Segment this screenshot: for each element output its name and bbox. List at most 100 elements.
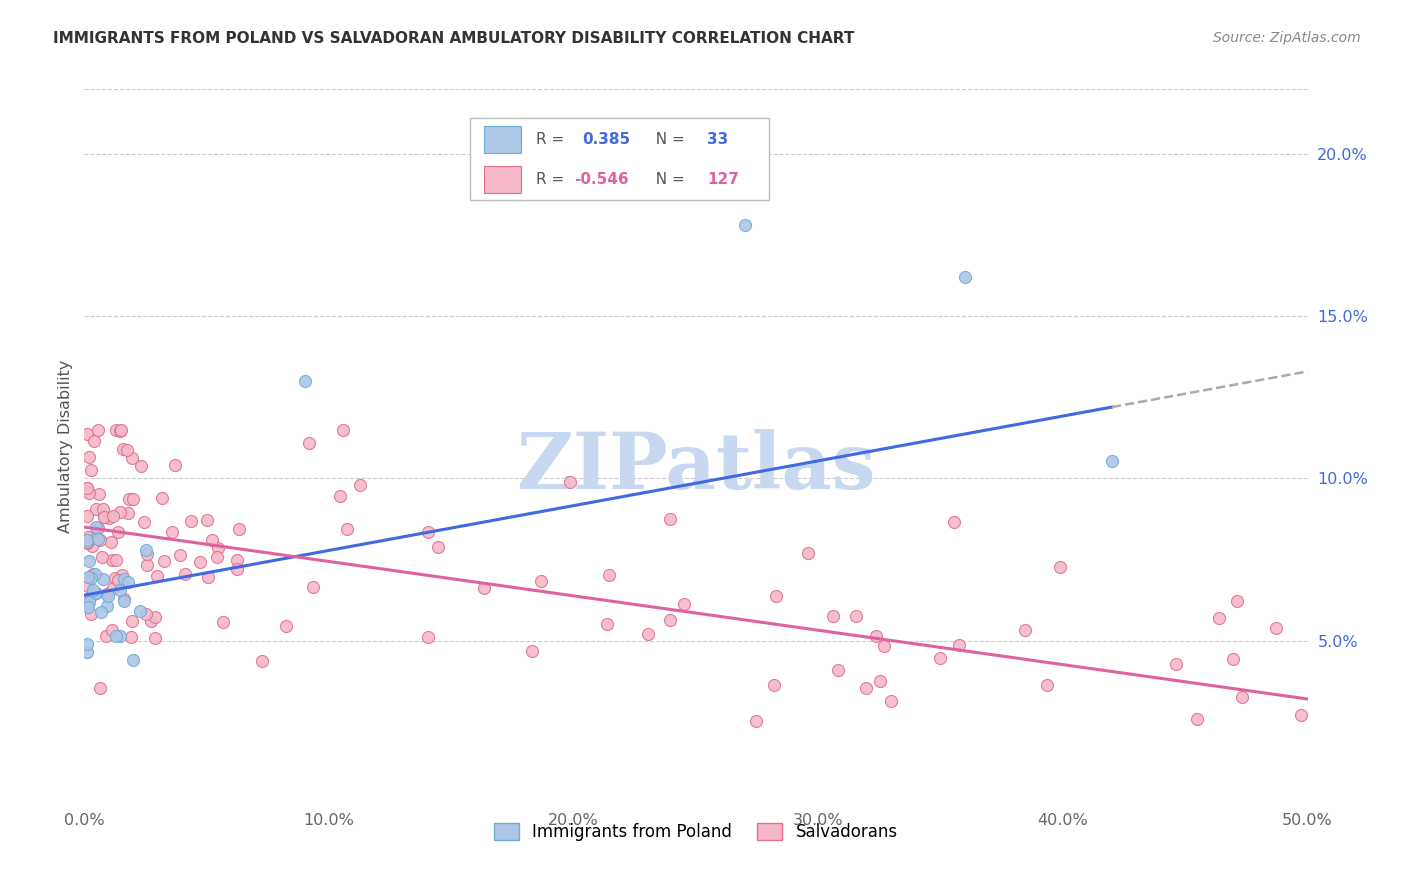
Point bbox=[1101, 453, 1123, 467]
Point bbox=[1014, 623, 1036, 637]
Point bbox=[101, 553, 124, 567]
Point bbox=[110, 423, 132, 437]
Point bbox=[105, 423, 128, 437]
Point bbox=[948, 638, 970, 652]
Point bbox=[197, 570, 219, 584]
Point bbox=[76, 530, 98, 544]
Point bbox=[82, 585, 104, 599]
Point bbox=[86, 502, 108, 516]
Text: IMMIGRANTS FROM POLAND VS SALVADORAN AMBULATORY DISABILITY CORRELATION CHART: IMMIGRANTS FROM POLAND VS SALVADORAN AMB… bbox=[53, 31, 855, 46]
Point bbox=[77, 579, 100, 593]
Point bbox=[129, 603, 152, 617]
Point bbox=[734, 219, 756, 233]
Point bbox=[598, 568, 620, 582]
Point bbox=[180, 514, 202, 528]
Point bbox=[418, 525, 440, 540]
Point bbox=[80, 539, 103, 553]
Point bbox=[141, 614, 163, 628]
Text: R =: R = bbox=[536, 171, 569, 186]
Point bbox=[76, 596, 98, 610]
Point bbox=[101, 623, 124, 637]
Point bbox=[108, 583, 131, 598]
Point bbox=[1226, 594, 1249, 608]
Point bbox=[76, 481, 98, 495]
Text: N =: N = bbox=[645, 171, 689, 186]
Point bbox=[1035, 678, 1057, 692]
Point bbox=[79, 595, 101, 609]
Point bbox=[135, 543, 157, 558]
Point bbox=[143, 632, 166, 646]
Point bbox=[823, 608, 845, 623]
Point bbox=[100, 535, 122, 549]
Point bbox=[97, 590, 120, 604]
Bar bbox=[484, 166, 522, 193]
Point bbox=[93, 509, 115, 524]
Text: Source: ZipAtlas.com: Source: ZipAtlas.com bbox=[1213, 31, 1361, 45]
Point bbox=[169, 548, 191, 562]
Text: 0.385: 0.385 bbox=[582, 132, 630, 147]
Point bbox=[101, 582, 124, 596]
Point bbox=[153, 554, 176, 568]
Text: N =: N = bbox=[645, 132, 689, 147]
Point bbox=[827, 663, 849, 677]
Point bbox=[79, 607, 101, 622]
Point bbox=[855, 681, 877, 695]
Point bbox=[80, 463, 103, 477]
Point bbox=[110, 505, 132, 519]
Point bbox=[84, 531, 107, 545]
Point bbox=[135, 607, 157, 621]
Point bbox=[76, 536, 98, 550]
Point bbox=[118, 492, 141, 507]
Point bbox=[301, 580, 323, 594]
Point bbox=[86, 423, 108, 437]
Point bbox=[160, 525, 183, 540]
Point bbox=[880, 694, 903, 708]
Point bbox=[76, 535, 98, 549]
Point bbox=[76, 533, 98, 547]
Point bbox=[637, 627, 659, 641]
Point bbox=[942, 515, 965, 529]
Point bbox=[416, 630, 439, 644]
Point bbox=[89, 533, 111, 548]
Point bbox=[83, 434, 105, 448]
Point bbox=[111, 568, 134, 582]
Point bbox=[195, 513, 218, 527]
Point bbox=[112, 594, 135, 608]
Point bbox=[87, 521, 110, 535]
Point bbox=[120, 630, 142, 644]
Point bbox=[108, 629, 131, 643]
Point bbox=[869, 673, 891, 688]
Point bbox=[80, 570, 103, 584]
Point bbox=[1164, 657, 1187, 671]
Point bbox=[132, 515, 155, 529]
Point bbox=[135, 547, 157, 561]
Point bbox=[83, 566, 105, 581]
Point bbox=[558, 475, 581, 490]
Point bbox=[121, 614, 143, 628]
Point bbox=[765, 589, 787, 603]
Point bbox=[228, 522, 250, 536]
Point bbox=[530, 574, 553, 589]
Point bbox=[472, 582, 495, 596]
Point bbox=[673, 597, 696, 611]
Point bbox=[298, 436, 321, 450]
Point bbox=[953, 270, 976, 285]
Point bbox=[426, 540, 449, 554]
Point bbox=[146, 569, 169, 583]
Point bbox=[80, 589, 103, 603]
Point bbox=[79, 485, 101, 500]
Point bbox=[1264, 621, 1286, 635]
Point bbox=[79, 450, 101, 464]
Point bbox=[97, 510, 120, 524]
Point bbox=[329, 489, 352, 503]
Point bbox=[136, 558, 159, 572]
Point bbox=[250, 654, 273, 668]
Point bbox=[336, 522, 359, 536]
Point bbox=[332, 423, 354, 437]
Point bbox=[93, 509, 115, 524]
Point bbox=[76, 427, 98, 442]
Point bbox=[659, 613, 682, 627]
Point bbox=[87, 487, 110, 501]
Point bbox=[117, 506, 139, 520]
Point bbox=[115, 443, 138, 458]
